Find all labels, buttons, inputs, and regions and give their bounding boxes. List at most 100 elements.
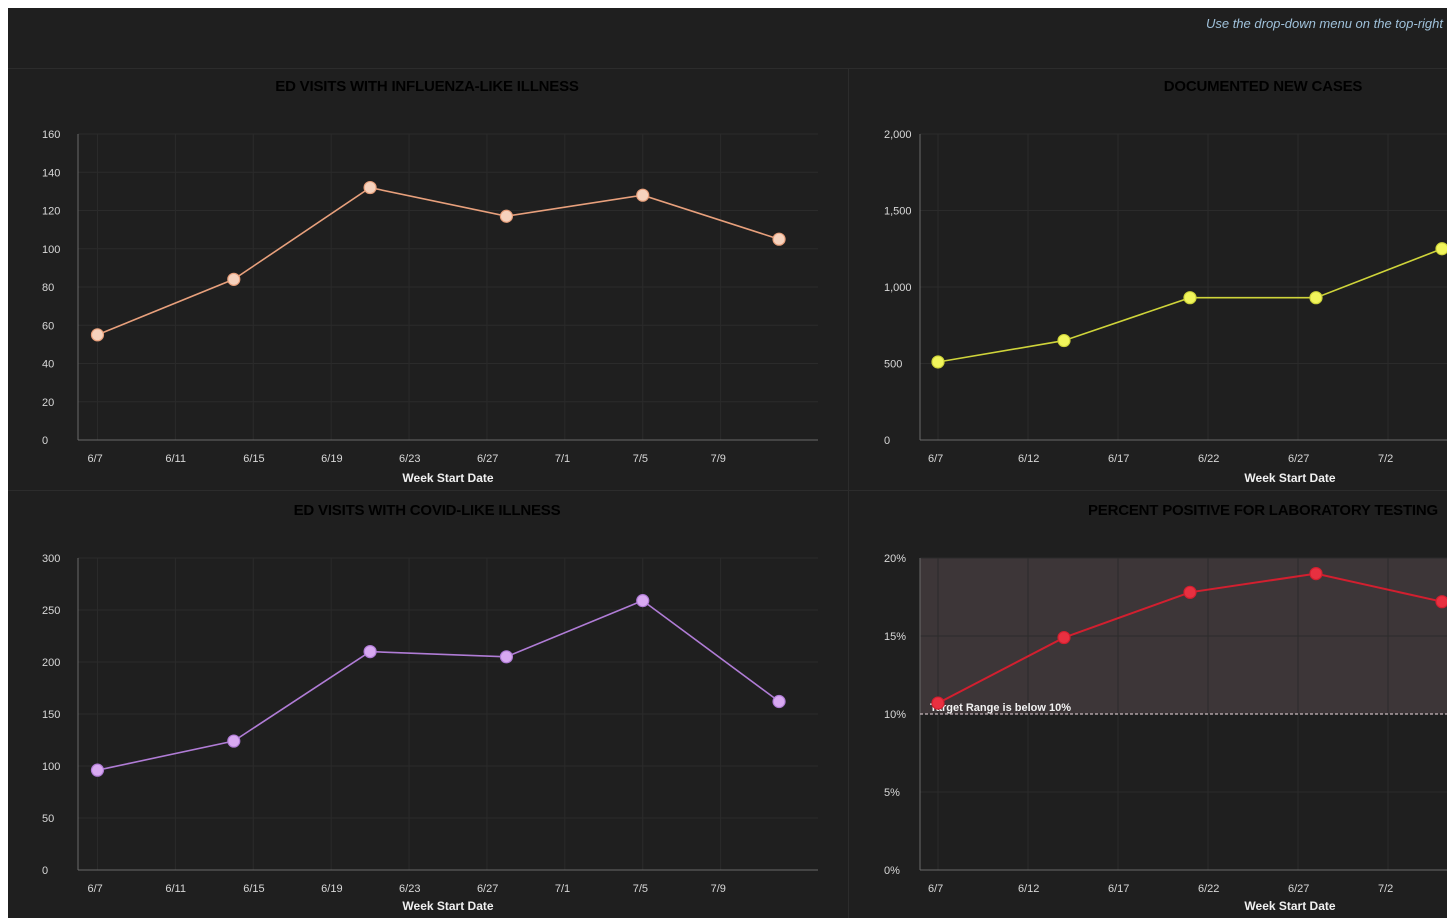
ili-y-tick-label: 140 bbox=[42, 167, 60, 179]
ili-y-tick-label: 120 bbox=[42, 206, 60, 218]
positivity-chart-panel: PERCENT POSITIVE FOR LABORATORY TESTING … bbox=[850, 494, 1447, 918]
cases-chart-panel: DOCUMENTED NEW CASES 0 500 1,000 1,500 2,000… bbox=[850, 70, 1447, 490]
positivity-y-tick-label: 20% bbox=[884, 553, 906, 565]
cases-y-tick-label: 1,500 bbox=[884, 206, 912, 218]
column-divider bbox=[848, 68, 849, 918]
cases-chart: 0 500 1,000 1,500 2,000 6/7 6/12 6/17 6/22 6/27 7/… bbox=[884, 129, 1447, 485]
cli-data-point bbox=[772, 694, 786, 709]
cases-data-point bbox=[1435, 242, 1447, 256]
positivity-y-tick-label: 0% bbox=[884, 865, 900, 877]
cli-x-tick-label: 6/19 bbox=[321, 883, 342, 895]
cases-x-tick-label: 7/2 bbox=[1378, 453, 1393, 465]
positivity-data-point bbox=[1057, 630, 1071, 645]
cases-x-tick-label: 6/17 bbox=[1108, 453, 1129, 465]
instruction-text: Use the drop-down menu on the top-right bbox=[1205, 16, 1443, 31]
ili-y-tick-label: 160 bbox=[42, 129, 60, 141]
cli-x-tick-label: 6/27 bbox=[477, 883, 498, 895]
cases-x-axis-label: Week Start Date bbox=[1244, 471, 1335, 485]
ili-series-line bbox=[97, 186, 780, 336]
positivity-x-tick-label: 6/12 bbox=[1018, 883, 1039, 895]
ili-x-tick-label: 7/9 bbox=[711, 453, 726, 465]
cli-y-tick-label: 250 bbox=[42, 605, 60, 617]
cli-y-tick-label: 300 bbox=[42, 553, 60, 565]
cases-data-point bbox=[1309, 291, 1323, 305]
positivity-x-tick-label: 7/2 bbox=[1378, 883, 1393, 895]
ili-y-tick-label: 20 bbox=[42, 397, 54, 409]
cli-chart-panel: ED VISITS WITH COVID-LIKE ILLNESS 0 50 100… bbox=[8, 494, 846, 918]
positivity-chart: 0% 5% 10% 15% 20% 6/7 6/12 6/17 6/22 6/27 7/2 Week … bbox=[884, 553, 1447, 913]
cli-x-tick-label: 6/7 bbox=[87, 883, 102, 895]
cases-x-tick-label: 6/12 bbox=[1018, 453, 1039, 465]
ili-data-point bbox=[363, 180, 377, 195]
ili-x-tick-label: 7/5 bbox=[633, 453, 648, 465]
cli-x-tick-label: 7/1 bbox=[555, 883, 570, 895]
ili-x-tick-label: 6/15 bbox=[243, 453, 264, 465]
ili-y-tick-label: 80 bbox=[42, 282, 54, 294]
positivity-data-point bbox=[1183, 585, 1197, 599]
ili-data-point bbox=[90, 328, 105, 342]
ili-x-tick-label: 7/1 bbox=[555, 453, 570, 465]
ili-x-tick-label: 6/19 bbox=[321, 453, 342, 465]
ili-data-point bbox=[227, 272, 241, 286]
cases-x-tick-label: 6/7 bbox=[928, 453, 943, 465]
positivity-x-tick-label: 6/7 bbox=[928, 883, 943, 895]
ili-data-point bbox=[636, 188, 650, 202]
ili-x-tick-label: 6/23 bbox=[399, 453, 420, 465]
cases-data-point bbox=[1183, 291, 1197, 305]
cli-y-tick-label: 50 bbox=[42, 813, 54, 825]
ili-data-point bbox=[499, 209, 514, 223]
top-divider bbox=[8, 68, 1447, 69]
cases-data-point bbox=[1057, 333, 1071, 348]
cases-series-line bbox=[937, 248, 1443, 363]
positivity-y-tick-label: 15% bbox=[884, 631, 906, 643]
positivity-x-axis-label: Week Start Date bbox=[1244, 899, 1335, 913]
ili-chart-title: ED VISITS WITH INFLUENZA-LIKE ILLNESS bbox=[275, 78, 579, 95]
cases-y-tick-label: 500 bbox=[884, 359, 902, 371]
cli-chart-title: ED VISITS WITH COVID-LIKE ILLNESS bbox=[293, 502, 561, 519]
positivity-x-tick-label: 6/22 bbox=[1198, 883, 1219, 895]
dashboard: Use the drop-down menu on the top-right … bbox=[8, 8, 1447, 918]
ili-x-tick-label: 6/27 bbox=[477, 453, 498, 465]
cli-data-point bbox=[363, 645, 377, 659]
cli-x-axis-label: Week Start Date bbox=[402, 899, 493, 913]
cases-chart-title: DOCUMENTED NEW CASES bbox=[1163, 78, 1363, 95]
ili-chart: 0 20 40 60 80 100 120 140 160 6/7 6/11 6/15 6/19 6/23… bbox=[42, 129, 818, 485]
positivity-data-point bbox=[931, 696, 945, 710]
positivity-data-point bbox=[1435, 595, 1447, 609]
ili-x-tick-label: 6/7 bbox=[87, 453, 102, 465]
positivity-reference-label: Target Range is below 10% bbox=[930, 702, 1071, 714]
cli-x-tick-label: 6/15 bbox=[243, 883, 264, 895]
positivity-chart-title: PERCENT POSITIVE FOR LABORATORY TESTING bbox=[1087, 502, 1438, 519]
middle-divider bbox=[8, 490, 1447, 491]
cases-x-tick-label: 6/27 bbox=[1288, 453, 1309, 465]
cli-data-point bbox=[636, 594, 650, 608]
cli-y-tick-label: 200 bbox=[42, 657, 60, 669]
ili-chart-panel: ED VISITS WITH INFLUENZA-LIKE ILLNESS 0 2… bbox=[8, 70, 846, 490]
cli-y-tick-label: 100 bbox=[42, 761, 60, 773]
cli-chart: 0 50 100 150 200 250 300 6/7 6/11 6/15 6/19 6/23 6/2… bbox=[42, 553, 818, 913]
cases-x-tick-label: 6/22 bbox=[1198, 453, 1219, 465]
cli-data-point bbox=[499, 650, 514, 664]
positivity-y-tick-label: 5% bbox=[884, 787, 900, 799]
cli-data-point bbox=[227, 734, 241, 748]
positivity-y-tick-label: 10% bbox=[884, 709, 906, 721]
ili-x-axis-label: Week Start Date bbox=[402, 471, 493, 485]
ili-x-tick-label: 6/11 bbox=[165, 453, 186, 465]
positivity-data-point bbox=[1309, 566, 1323, 581]
positivity-x-tick-label: 6/17 bbox=[1108, 883, 1129, 895]
positivity-x-tick-label: 6/27 bbox=[1288, 883, 1309, 895]
ili-data-point bbox=[772, 232, 786, 246]
ili-y-tick-label: 0 bbox=[42, 435, 48, 447]
cli-x-tick-label: 6/11 bbox=[165, 883, 186, 895]
ili-y-tick-label: 100 bbox=[42, 244, 60, 256]
cases-y-tick-label: 1,000 bbox=[884, 282, 912, 294]
cli-y-tick-label: 150 bbox=[42, 709, 60, 721]
ili-y-tick-label: 40 bbox=[42, 359, 54, 371]
cases-y-tick-label: 2,000 bbox=[884, 129, 912, 141]
cli-x-tick-label: 6/23 bbox=[399, 883, 420, 895]
cases-y-tick-label: 0 bbox=[884, 435, 890, 447]
cli-series-line bbox=[97, 599, 780, 771]
cli-y-tick-label: 0 bbox=[42, 865, 48, 877]
cli-data-point bbox=[90, 763, 105, 777]
cli-x-tick-label: 7/5 bbox=[633, 883, 648, 895]
